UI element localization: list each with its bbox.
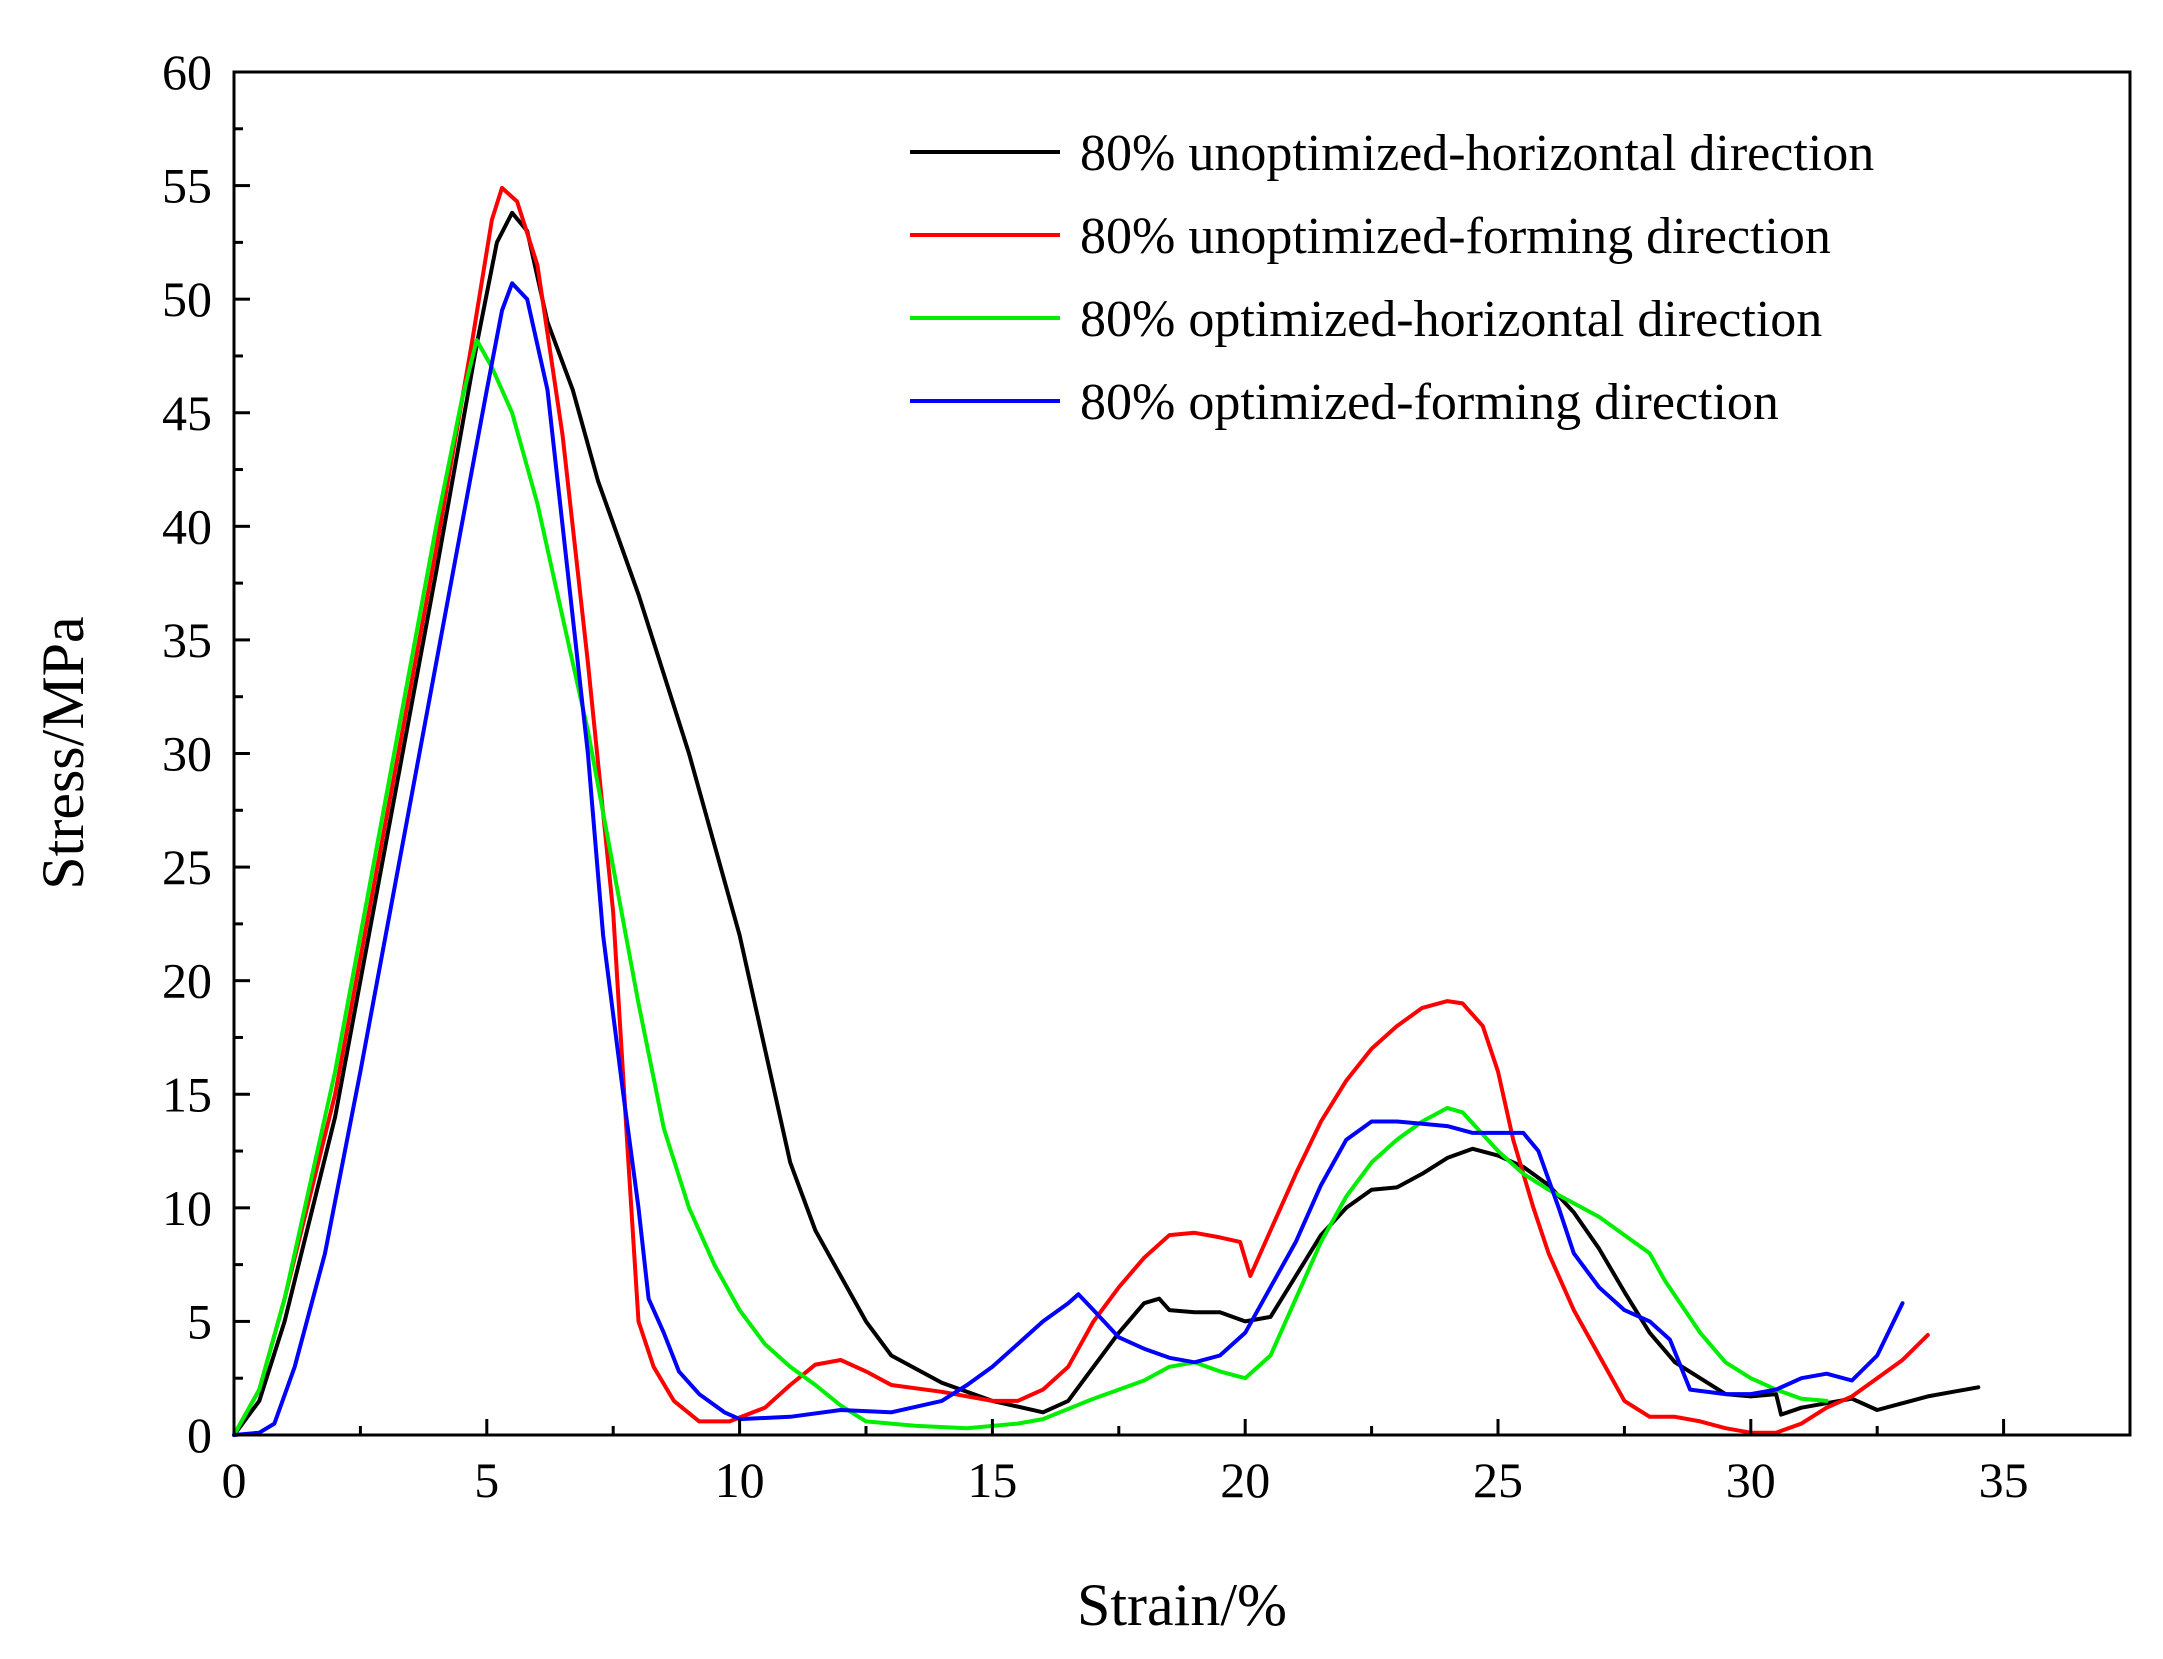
x-tick-label: 10 <box>715 1452 765 1508</box>
y-tick-label: 10 <box>162 1180 212 1236</box>
y-tick-label: 50 <box>162 271 212 327</box>
y-tick-label: 40 <box>162 498 212 554</box>
y-tick-label: 20 <box>162 953 212 1009</box>
x-tick-label: 25 <box>1473 1452 1523 1508</box>
y-tick-label: 25 <box>162 839 212 895</box>
x-tick-label: 30 <box>1726 1452 1776 1508</box>
x-tick-label: 0 <box>222 1452 247 1508</box>
y-tick-label: 15 <box>162 1066 212 1122</box>
legend-label-3: 80% optimized-horizontal direction <box>1080 291 1822 348</box>
y-tick-label: 35 <box>162 612 212 668</box>
legend-label-2: 80% unoptimized-forming direction <box>1080 208 1831 265</box>
y-tick-label: 0 <box>187 1407 212 1463</box>
x-tick-label: 5 <box>474 1452 499 1508</box>
x-axis-title: Strain/% <box>1077 1572 1287 1638</box>
series-layer <box>232 185 1981 1437</box>
x-tick-label: 20 <box>1220 1452 1270 1508</box>
plot-frame <box>232 70 2132 1437</box>
y-tick-label: 5 <box>187 1293 212 1349</box>
y-tick-label: 30 <box>162 726 212 782</box>
series-line-2 <box>232 185 1930 1437</box>
legend-label-4: 80% optimized-forming direction <box>1080 374 1779 431</box>
legend: 80% unoptimized-horizontal direction 80% … <box>910 125 1874 431</box>
y-tick-label: 55 <box>162 158 212 214</box>
legend-label-1: 80% unoptimized-horizontal direction <box>1080 125 1874 182</box>
y-tick-label: 45 <box>162 385 212 441</box>
series-line-4 <box>232 281 1905 1437</box>
y-tick-label: 60 <box>162 44 212 100</box>
series-line-3 <box>232 338 1829 1437</box>
y-axis-title: Stress/MPa <box>30 616 96 889</box>
axis-ticks: 0 5 10 15 20 25 30 35 0 5 10 15 20 25 30 35 40 45 50 55 60 <box>162 44 2029 1508</box>
x-tick-label: 35 <box>1979 1452 2029 1508</box>
x-tick-label: 15 <box>967 1452 1017 1508</box>
